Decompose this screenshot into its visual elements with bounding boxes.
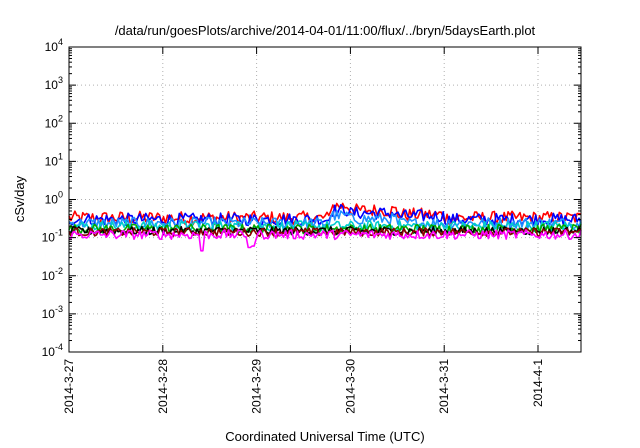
y-tick-label: 10-1 bbox=[42, 228, 63, 245]
x-axis-label: Coordinated Universal Time (UTC) bbox=[225, 429, 424, 444]
y-tick-label: 10-2 bbox=[42, 266, 63, 283]
grid bbox=[69, 47, 581, 352]
y-tick-label: 100 bbox=[45, 190, 63, 207]
x-tick-label: 2014-3-30 bbox=[343, 359, 357, 414]
series-line-8 bbox=[68, 229, 582, 252]
y-tick-label: 101 bbox=[45, 151, 63, 168]
series-layer bbox=[68, 202, 582, 252]
y-tick-label: 104 bbox=[45, 37, 63, 54]
chart-title: /data/run/goesPlots/archive/2014-04-01/1… bbox=[115, 23, 536, 38]
x-tick-label: 2014-4-1 bbox=[531, 359, 545, 407]
y-tick-label: 102 bbox=[45, 113, 63, 130]
x-axis: 2014-3-27 2014-3-28 2014-3-29 2014-3-30 2014… bbox=[62, 47, 545, 414]
y-tick-label: 103 bbox=[45, 75, 63, 92]
x-tick-label: 2014-3-27 bbox=[62, 359, 76, 414]
series-line-2 bbox=[68, 204, 582, 227]
y-axis-label: cSv/day bbox=[12, 175, 27, 222]
x-tick-label: 2014-3-31 bbox=[437, 359, 451, 414]
y-tick-label: 10-3 bbox=[42, 304, 63, 321]
x-tick-label: 2014-3-29 bbox=[250, 359, 264, 414]
x-tick-label: 2014-3-28 bbox=[156, 359, 170, 414]
y-axis: 10-4 10-3 10-2 10-1 100 101 102 103 104 bbox=[42, 37, 581, 359]
y-tick-label: 10-4 bbox=[42, 342, 63, 359]
